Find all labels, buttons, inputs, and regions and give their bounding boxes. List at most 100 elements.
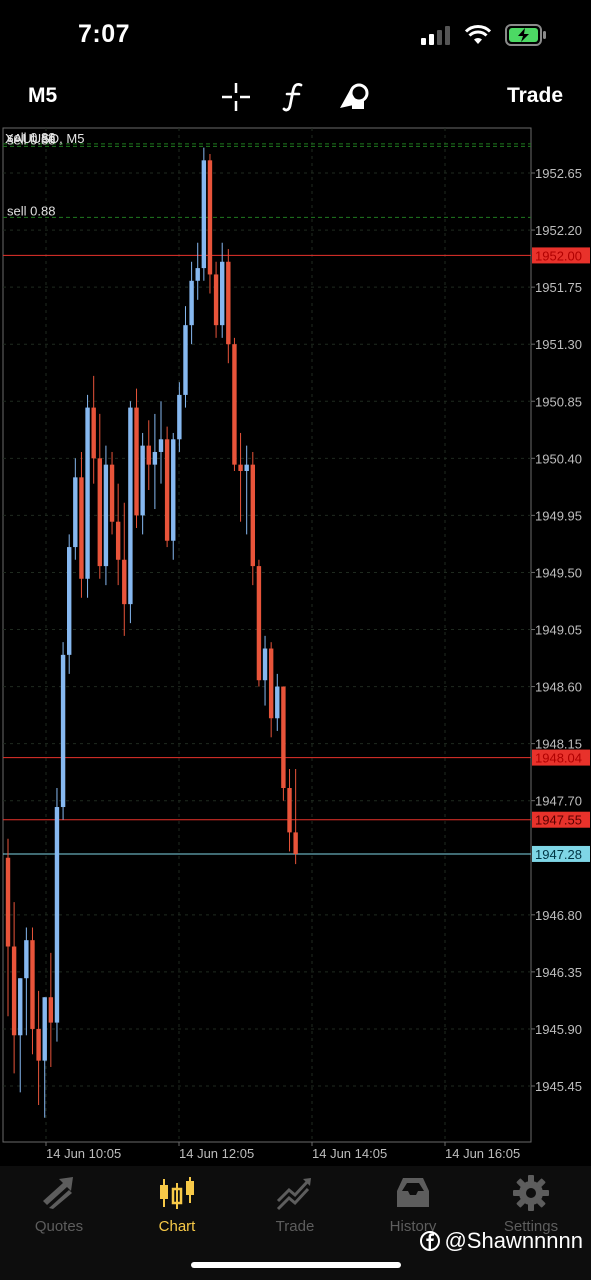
price-axis-label: 1950.40 (535, 451, 582, 466)
candle-body (293, 832, 298, 854)
candle-body (213, 274, 219, 326)
candle-bullish (140, 432, 145, 535)
crosshair-icon[interactable] (219, 80, 253, 114)
sell-order-label: sell 0.88 (7, 132, 55, 147)
candle-bearish (11, 902, 17, 1074)
wifi-icon (465, 25, 491, 44)
candle-body (109, 464, 115, 522)
candle-body (5, 857, 11, 947)
cellular-signal-icon (421, 26, 450, 45)
price-level-tag (532, 247, 590, 264)
chart-toolbar: M5 Trade (0, 74, 591, 122)
price-level-tag (532, 749, 590, 766)
price-level-label: 1947.28 (535, 847, 582, 862)
candle-body (232, 344, 237, 465)
trade-button[interactable]: Trade (506, 84, 563, 107)
candle-bearish (79, 451, 84, 598)
candle-body (30, 940, 35, 1029)
settings-icon (513, 1175, 549, 1211)
time-axis-label: 14 Jun 10:05 (46, 1146, 121, 1161)
price-level-label: 1952.00 (535, 248, 582, 263)
candle-bearish (36, 990, 41, 1106)
candle-body (195, 268, 200, 281)
candle-body (250, 464, 255, 567)
candle-body (183, 325, 188, 395)
candle-body (201, 160, 207, 269)
candle-bullish (60, 642, 66, 820)
objects-shapes-icon[interactable] (337, 80, 371, 114)
candle-bearish (122, 502, 127, 636)
candle-body (42, 997, 47, 1061)
candle-bullish (195, 242, 200, 300)
price-chart[interactable]: sell 0.88 sell 0.88 sell 0.88 1952.00 1948.… (0, 126, 591, 1166)
candle-body (287, 788, 292, 833)
nav-label-chart: Chart (158, 1218, 196, 1235)
candle-body (140, 445, 145, 516)
status-time: 7:07 (78, 20, 131, 48)
candle-body (262, 648, 268, 681)
candle-bullish (18, 978, 23, 1093)
candle-bullish (171, 432, 176, 560)
nav-item-quotes[interactable]: Quotes (4, 1174, 114, 1240)
status-bar: 7:07 (0, 0, 591, 70)
candle-bullish (152, 413, 158, 510)
nav-item-chart[interactable]: Chart (122, 1174, 232, 1240)
candle-body (256, 566, 262, 681)
candle-bullish (54, 788, 60, 1042)
nav-item-trade[interactable]: Trade (240, 1174, 350, 1240)
candle-bearish (5, 838, 11, 1017)
candle-bullish (189, 261, 194, 345)
timeframe-button[interactable]: M5 (28, 84, 58, 107)
nav-label-history: History (389, 1218, 437, 1235)
indicators-function-icon[interactable] (277, 80, 311, 114)
candle-bullish (201, 147, 207, 281)
candle-body (97, 458, 102, 567)
price-level-tag (532, 811, 590, 828)
price-level-label: 1947.55 (535, 813, 582, 828)
candle-bullish (177, 382, 182, 452)
candle-body (238, 464, 243, 471)
candle-body (79, 477, 84, 579)
price-axis-label: 1949.05 (535, 623, 582, 638)
candle-body (24, 940, 29, 979)
nav-item-history[interactable]: History (358, 1174, 468, 1240)
candle-body (146, 445, 151, 465)
facebook-icon (420, 1231, 441, 1251)
candle-bearish (213, 261, 219, 338)
candle-bearish (146, 420, 151, 491)
time-axis-label: 14 Jun 12:05 (179, 1146, 254, 1161)
candle-body (18, 978, 23, 1036)
candle-bearish (250, 451, 255, 586)
candle-bullish (24, 927, 29, 1036)
home-indicator (191, 1262, 401, 1268)
chart-frame (2, 127, 532, 1143)
candle-bearish (256, 559, 262, 687)
candle-bearish (281, 686, 286, 801)
bottom-navigation: Quotes Chart Trade (0, 1166, 591, 1280)
candle-body (189, 280, 194, 326)
candle-bearish (48, 952, 54, 1067)
price-axis-label: 1945.45 (535, 1079, 582, 1094)
candle-bullish (220, 242, 225, 338)
nav-item-settings[interactable]: Settings (476, 1174, 586, 1240)
candle-body (207, 160, 213, 275)
candle-body (122, 559, 127, 605)
candle-bearish (109, 451, 115, 535)
nav-label-quotes: Quotes (34, 1218, 84, 1235)
nav-label-trade: Trade (275, 1218, 315, 1235)
candle-bearish (238, 432, 243, 522)
candle-bearish (207, 153, 213, 294)
candle-bearish (268, 642, 274, 738)
candle-body (226, 261, 231, 345)
symbol-label: XAUUSD, M5 (5, 131, 84, 146)
candle-bullish (275, 673, 280, 731)
quotes-icon (43, 1177, 73, 1209)
candle-bullish (73, 458, 78, 560)
candle-body (67, 547, 72, 655)
candle-bullish (42, 997, 47, 1118)
candle-body (244, 464, 249, 471)
candle-body (54, 807, 60, 1023)
candle-bearish (115, 483, 121, 586)
candle-bearish (30, 927, 35, 1055)
